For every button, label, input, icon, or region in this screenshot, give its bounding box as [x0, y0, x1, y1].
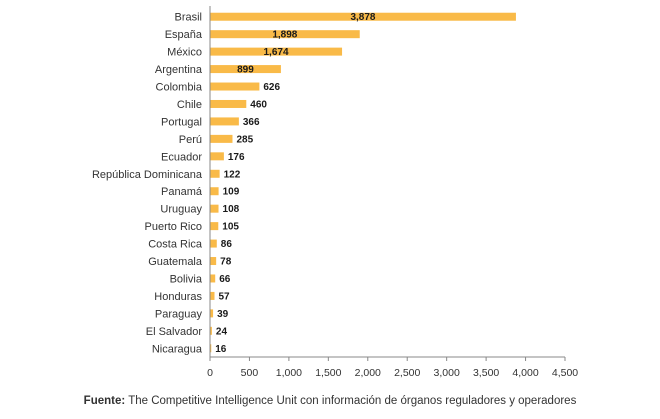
value-label: 108	[223, 204, 240, 215]
x-tick-label: 4,000	[512, 367, 538, 379]
bar	[210, 47, 343, 56]
source-label: Fuente:	[83, 395, 126, 407]
value-label: 366	[243, 117, 260, 128]
category-label: Brasil	[174, 12, 202, 24]
category-label: Argentina	[155, 64, 203, 76]
category-label: El Salvador	[146, 326, 203, 338]
bar	[210, 99, 247, 108]
category-label: Perú	[179, 134, 202, 146]
x-tick-label: 1,500	[315, 367, 341, 379]
bar	[210, 309, 214, 318]
value-label: 39	[217, 309, 229, 320]
x-tick-label: 4,500	[552, 367, 578, 379]
category-label: Paraguay	[155, 308, 203, 320]
value-label: 899	[237, 65, 254, 76]
bar	[210, 326, 212, 335]
bar	[210, 117, 239, 126]
value-label: 78	[220, 257, 232, 268]
category-label: Ecuador	[161, 151, 202, 163]
category-label: Guatemala	[148, 256, 203, 268]
x-tick-label: 3,000	[434, 367, 460, 379]
bar	[210, 239, 217, 248]
category-label: Colombia	[156, 82, 203, 94]
value-label: 1,674	[264, 47, 289, 58]
bar	[210, 344, 212, 353]
value-label: 105	[222, 222, 239, 233]
category-label: Costa Rica	[148, 239, 203, 251]
bar	[210, 257, 217, 266]
value-label: 285	[236, 134, 253, 145]
value-label: 57	[218, 291, 230, 302]
category-label: España	[165, 29, 203, 41]
bar	[210, 187, 219, 196]
category-label: Panamá	[161, 186, 203, 198]
category-label: Bolivia	[170, 273, 203, 285]
source-note: Fuente: The Competitive Intelligence Uni…	[0, 395, 660, 407]
bar	[210, 291, 215, 300]
category-label: República Dominicana	[92, 169, 203, 181]
category-label: Nicaragua	[152, 343, 203, 355]
x-tick-label: 500	[241, 367, 259, 379]
category-label: Portugal	[161, 116, 202, 128]
bar	[210, 152, 224, 161]
category-label: Chile	[177, 99, 202, 111]
bar	[210, 65, 281, 74]
value-label: 460	[250, 99, 267, 110]
value-label: 86	[221, 239, 233, 250]
bar	[210, 82, 260, 91]
value-label: 16	[215, 344, 227, 355]
value-labels: 3,878 1,898 1,674 899 626 460 366 285 176 122 109 1…	[215, 12, 376, 355]
bar	[210, 134, 233, 143]
value-label: 626	[263, 82, 280, 93]
bar	[210, 204, 219, 213]
bar	[210, 12, 516, 21]
value-label: 176	[228, 152, 245, 163]
value-label: 66	[219, 274, 231, 285]
bar	[210, 222, 219, 231]
category-label: Honduras	[154, 291, 202, 303]
category-label: México	[167, 47, 202, 59]
value-label: 24	[216, 326, 228, 337]
x-tick-label: 1,000	[276, 367, 302, 379]
value-label: 1,898	[272, 30, 297, 41]
x-tick-label: 0	[207, 367, 213, 379]
x-axis: 0 500 1,000 1,500 2,000 2,500 3,000 3,500 4,000 4…	[207, 6, 578, 379]
value-label: 122	[224, 169, 241, 180]
bar	[210, 30, 360, 39]
value-label: 109	[223, 187, 240, 198]
x-tick-label: 3,500	[473, 367, 499, 379]
bars	[210, 12, 516, 353]
bar	[210, 169, 220, 178]
bar	[210, 274, 216, 283]
category-label: Puerto Rico	[145, 221, 202, 233]
category-label: Uruguay	[160, 204, 202, 216]
x-tick-label: 2,000	[355, 367, 381, 379]
x-tick-label: 2,500	[394, 367, 420, 379]
category-labels: Brasil España México Argentina Colombia Chile…	[92, 12, 203, 356]
value-label: 3,878	[350, 12, 375, 23]
source-text: The Competitive Intelligence Unit con in…	[128, 395, 577, 407]
bar-chart: Brasil España México Argentina Colombia Chile…	[92, 6, 578, 379]
